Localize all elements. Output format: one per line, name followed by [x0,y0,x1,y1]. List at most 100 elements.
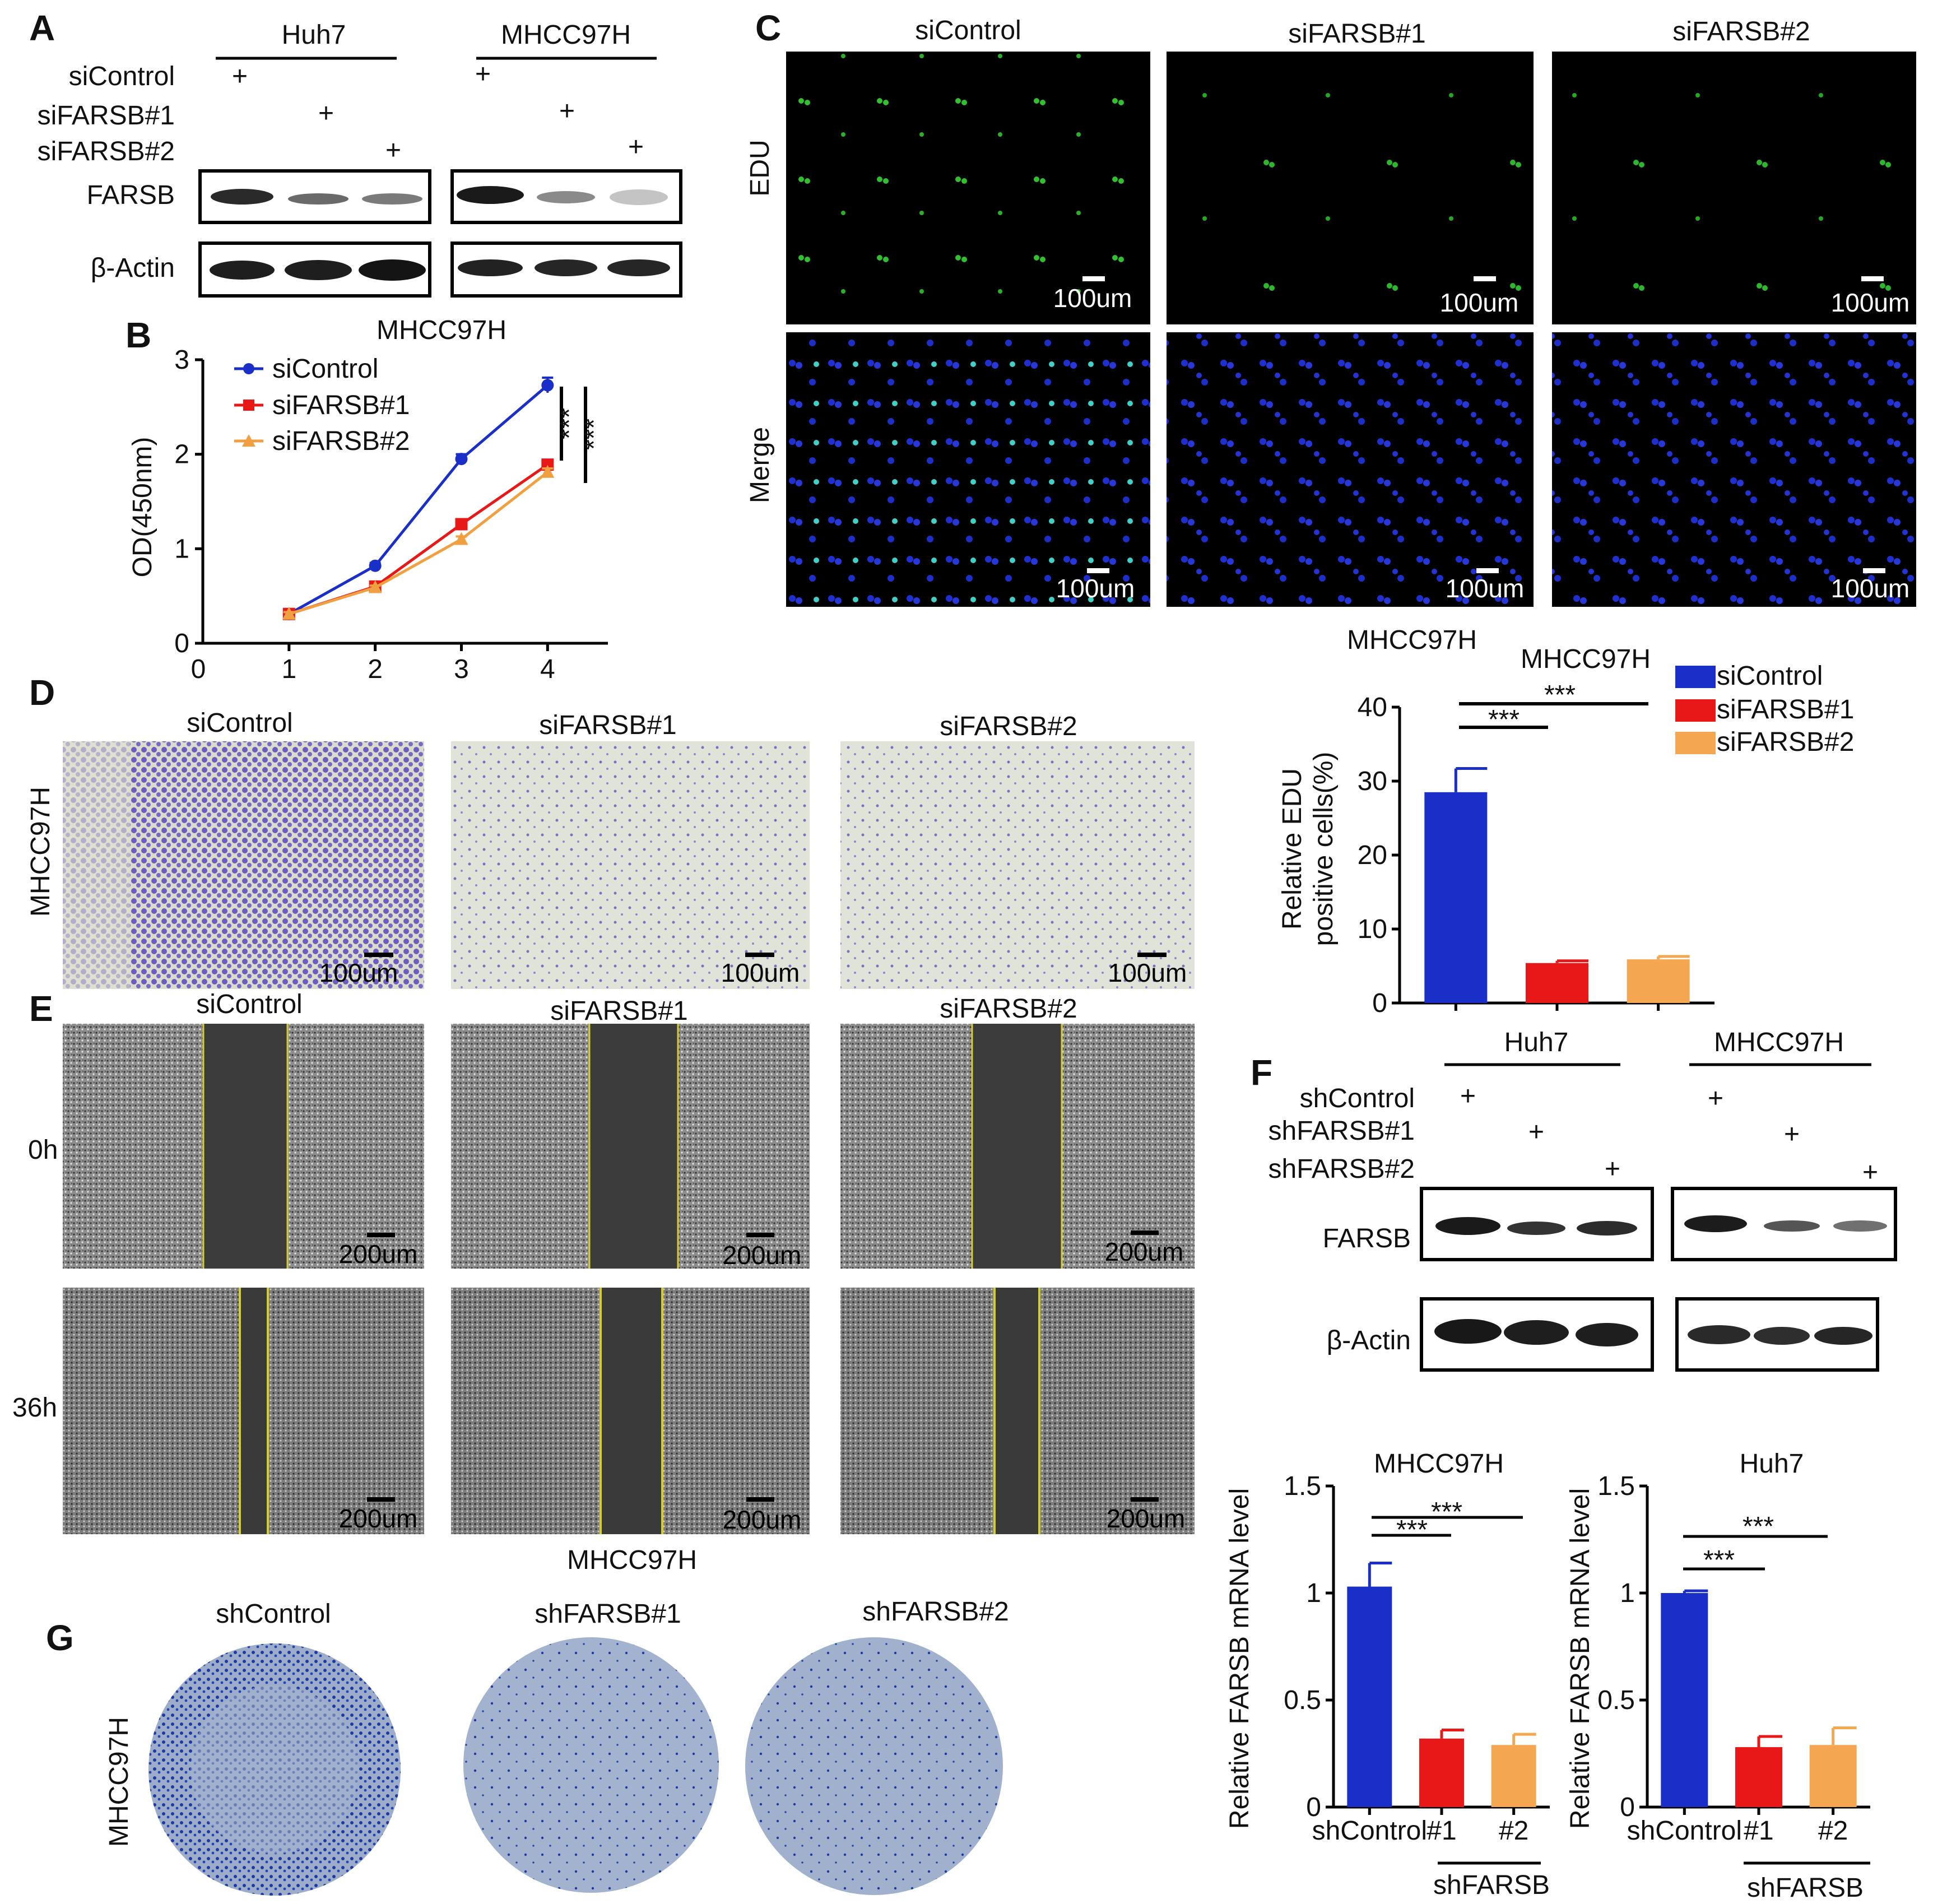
y-tick-label: 0.5 [1284,1685,1321,1715]
significance-stars: *** [579,419,609,450]
significance-stars: *** [555,408,584,439]
panel-letter-a: A [29,8,55,48]
y-tick-label: 30 [1358,767,1387,796]
merge-image: 100um [786,332,1150,607]
chart-title: MHCC97H [377,315,507,345]
row-label-36h: 36h [12,1393,57,1423]
bar [1526,963,1588,1003]
bar-chart: 0 10 20 30 40 [1358,693,1714,1018]
data-point [541,465,555,478]
x-tick-label: #2 [1499,1816,1528,1846]
wound-image: 200um [63,1288,424,1534]
data-point [454,532,468,545]
plus-mark: + [1460,1081,1476,1111]
wound-image: 200um [840,1024,1195,1269]
panel-d: D siControl siFARSB#1 siFARSB#2 MHCC97H … [26,672,1195,989]
plus-mark: + [1528,1117,1544,1147]
y-tick-label: 0 [1620,1792,1635,1822]
bar [1735,1747,1782,1807]
panel-b: B MHCC97H OD(450nm) 0 1 2 3 0 1 2 3 4 siControl … [126,315,609,684]
legend-entry: siControl [272,354,378,384]
row-label: MHCC97H [104,1717,134,1847]
bar [1419,1738,1464,1807]
column-label: siFARSB#1 [539,710,676,740]
bar [1424,792,1488,1003]
y-tick-label: 1 [1620,1578,1635,1608]
column-label: siControl [187,708,292,738]
data-point [368,580,382,593]
wound-image: 200um [63,1024,424,1269]
bar [1347,1586,1392,1807]
panel-c-bar: MHCC97H MHCC97H Relative EDU positive ce… [1277,625,1854,1018]
group-label: shFARSB [1433,1870,1550,1900]
significance-stars: *** [1431,1497,1462,1527]
row-label-shfarsb1: shFARSB#1 [1268,1116,1415,1146]
panel-letter-c: C [755,8,781,48]
panel-a: A Huh7 MHCC97H siControl siFARSB#1 siFAR… [29,8,682,298]
y-axis-label: OD(450nm) [128,437,157,578]
column-label: siControl [915,16,1021,45]
cell-line-mhcc97h: MHCC97H [501,20,631,50]
series-line [288,384,549,615]
data-point [455,453,468,466]
row-label-shcontrol: shControl [1300,1084,1415,1113]
column-label: shControl [216,1599,331,1629]
x-tick-label: shControl [1312,1816,1427,1846]
plus-mark: + [475,59,491,89]
transwell-image: 100um [451,741,810,989]
western-blot-farsb [198,169,682,224]
column-label: siControl [196,990,302,1019]
edu-image: 100um [1552,52,1916,324]
scale-bar-label: 200um [723,1505,802,1534]
legend-entry: siFARSB#1 [1717,695,1854,725]
y-axis-label: Relative EDU [1277,768,1307,930]
column-label: siFARSB#1 [1288,19,1425,49]
transwell-image: 100um [63,741,424,989]
y-tick-label: 0 [174,629,189,658]
y-tick-label: 1 [1306,1578,1321,1608]
plus-mark: + [318,99,334,128]
plus-mark: + [1708,1084,1723,1113]
row-label-sicontrol: siControl [69,62,175,91]
plus-mark: + [1784,1120,1800,1149]
legend-entry: siFARSB#2 [1717,727,1854,757]
panel-letter-d: D [29,672,55,713]
wound-image: 200um [451,1024,810,1270]
plus-mark: + [1862,1158,1878,1187]
wound-image: 200um [840,1288,1195,1534]
legend-entry: siFARSB#2 [272,426,410,456]
x-tick-label: shControl [1627,1816,1742,1846]
bar-chart: 0 0.5 1 1.5 shControl #1 #2 [1284,1471,1550,1846]
scale-bar-label: 100um [1831,574,1910,603]
cell-line-huh7: Huh7 [282,20,346,50]
legend: siControl siFARSB#1 siFARSB#2 [1675,661,1854,757]
row-label: MHCC97H [26,787,55,917]
row-label-sifarsb2: siFARSB#2 [38,137,175,166]
data-point [369,559,382,572]
scale-bar-label: 200um [723,1241,802,1270]
colony-dish [148,1643,401,1896]
row-label-merge: Merge [745,427,775,503]
panel-letter-f: F [1251,1052,1272,1093]
x-tick-label: #1 [1744,1816,1773,1846]
y-tick-label: 0 [1372,988,1387,1018]
edu-image: 100um [1167,52,1534,324]
plus-mark: + [628,132,644,162]
scale-bar-label: 100um [1056,574,1135,603]
column-label: siFARSB#2 [940,712,1077,741]
data-point [455,518,468,531]
scale-bar-label: 100um [1440,288,1519,317]
column-label: siFARSB#2 [1672,17,1810,47]
y-tick-label: 0 [1306,1792,1321,1822]
scale-bar-label: 200um [1105,1237,1184,1266]
significance-stars: *** [1743,1512,1774,1541]
y-tick-label: 3 [174,345,189,375]
significance-stars: *** [1396,1515,1428,1545]
plus-mark: + [559,96,575,126]
scale-bar-label: 200um [339,1504,418,1533]
western-blot-actin [1420,1297,1879,1372]
column-label: siFARSB#1 [550,996,687,1026]
western-blot-actin [198,242,682,298]
x-tick-label: 2 [368,654,383,684]
